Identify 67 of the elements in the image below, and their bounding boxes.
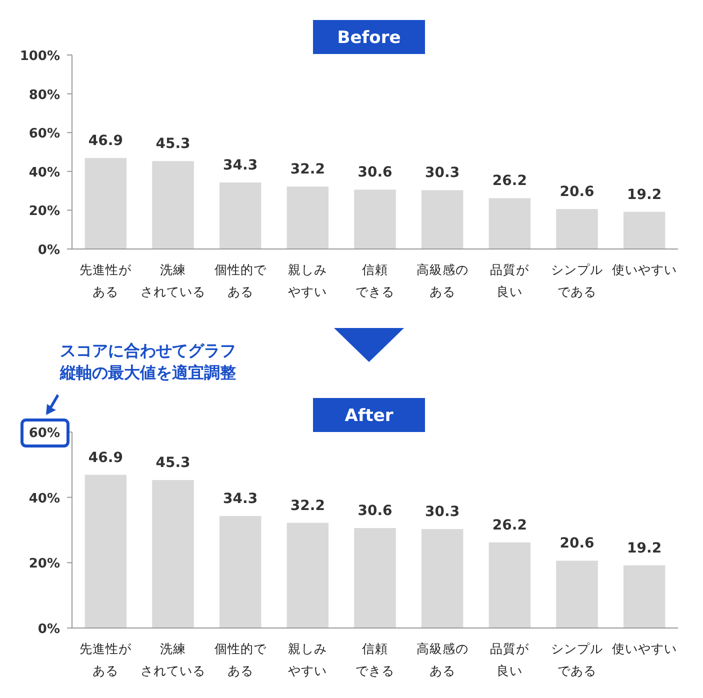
x-tick-label: 先進性がある [80, 262, 133, 299]
y-tick-label: 20% [28, 556, 60, 572]
bar [488, 542, 531, 628]
x-tick-label: 信頼できる [356, 641, 394, 678]
y-tick-label: 20% [28, 204, 60, 220]
data-label: 34.3 [223, 490, 258, 507]
x-tick-label: 洗練されている [140, 641, 206, 678]
bar [623, 212, 666, 249]
y-tick-label: 60% [28, 426, 60, 441]
y-tick-label: 40% [28, 491, 60, 506]
data-label: 32.2 [290, 162, 325, 178]
bar [354, 190, 396, 249]
data-label: 46.9 [88, 133, 123, 150]
data-label: 26.2 [492, 173, 527, 190]
data-label: 30.6 [358, 503, 392, 520]
bar [421, 190, 464, 249]
y-tick-label: 0% [38, 243, 60, 258]
bar [84, 474, 127, 628]
y-tick-label: 100% [20, 49, 60, 64]
data-label: 46.9 [88, 450, 123, 466]
bar [623, 565, 666, 628]
y-tick-label: 0% [38, 622, 60, 637]
data-label: 34.3 [223, 157, 258, 174]
bar [219, 182, 262, 249]
data-label: 32.2 [290, 498, 325, 514]
x-tick-label: 高級感のある [416, 262, 468, 299]
data-label: 30.3 [425, 504, 460, 520]
bar [421, 529, 464, 628]
x-tick-label: シンプルである [551, 641, 603, 678]
y-tick-label: 80% [28, 88, 60, 103]
bar [286, 522, 329, 628]
y-tick-label: 60% [28, 126, 60, 142]
data-label: 20.6 [560, 536, 594, 552]
bar [488, 198, 531, 249]
x-tick-label: 先進性がある [80, 641, 133, 678]
x-tick-label: 個性的である [214, 262, 268, 299]
x-tick-label: 品質が良い [490, 262, 530, 299]
data-label: 30.6 [358, 164, 392, 181]
x-tick-label: 使いやすい [612, 262, 677, 277]
x-tick-label: 品質が良い [490, 641, 530, 678]
data-label: 20.6 [560, 184, 594, 200]
bar [286, 186, 329, 249]
bar [354, 528, 396, 628]
x-tick-label: 親しみやすい [288, 262, 328, 299]
bar [556, 560, 598, 628]
x-tick-label: 信頼できる [356, 262, 394, 299]
data-label: 19.2 [627, 186, 662, 203]
x-tick-label: 洗練されている [140, 262, 206, 299]
data-label: 19.2 [627, 540, 662, 556]
chart-title: Before [337, 28, 401, 48]
data-label: 45.3 [156, 136, 190, 152]
bar [152, 480, 194, 628]
chart-title: After [344, 406, 394, 426]
bar [84, 158, 127, 249]
x-tick-label: 高級感のある [416, 641, 468, 678]
y-tick-label: 40% [28, 165, 60, 180]
bar [556, 209, 598, 249]
x-tick-label: シンプルである [551, 262, 603, 299]
bar [152, 161, 194, 249]
x-tick-label: 親しみやすい [288, 641, 328, 678]
data-label: 45.3 [156, 455, 190, 472]
x-tick-label: 個性的である [214, 641, 268, 678]
text: スコアに合わせてグラフ縦軸の最大値を適宜調整 [59, 341, 236, 382]
data-label: 26.2 [492, 517, 527, 534]
x-tick-label: 使いやすい [612, 641, 677, 656]
data-label: 30.3 [425, 165, 460, 182]
bar [219, 516, 262, 628]
